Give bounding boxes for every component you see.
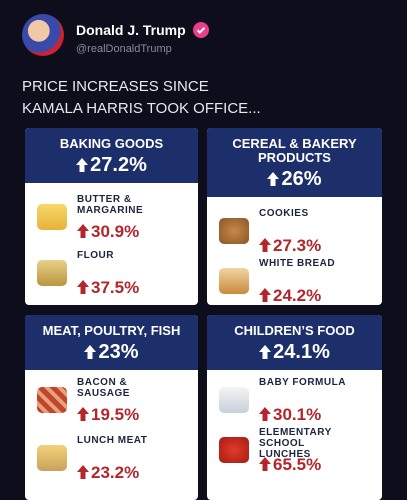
up-arrow bbox=[84, 345, 97, 359]
up-arrow bbox=[267, 172, 280, 186]
up-arrow bbox=[77, 280, 89, 294]
item-icon bbox=[219, 437, 249, 463]
author-handle[interactable]: @realDonaldTrump bbox=[76, 43, 172, 55]
item-change: 23.2% bbox=[77, 463, 139, 483]
item: COOKIES 27.3% bbox=[217, 208, 376, 256]
post-line: KAMALA HARRIS TOOK OFFICE... bbox=[22, 100, 261, 117]
item-change: 37.5% bbox=[77, 278, 139, 298]
item-icon bbox=[37, 387, 67, 413]
item-label: ELEMENTARY SCHOOL LUNCHES bbox=[259, 427, 332, 460]
card-total-change: 27.2% bbox=[33, 153, 190, 177]
card-header: BAKING GOODS 27.2% bbox=[25, 128, 198, 183]
post-line: PRICE INCREASES SINCE bbox=[22, 78, 209, 95]
item: LUNCH MEAT 23.2% bbox=[35, 435, 192, 483]
card-title: CEREAL & BAKERY PRODUCTS bbox=[232, 136, 357, 165]
up-arrow bbox=[259, 407, 271, 421]
up-arrow bbox=[77, 224, 89, 238]
up-arrow bbox=[259, 345, 272, 359]
up-arrow bbox=[259, 457, 271, 471]
item-change: 19.5% bbox=[77, 405, 139, 425]
item-label: COOKIES bbox=[259, 208, 309, 219]
item-icon bbox=[37, 445, 67, 471]
card-header: CEREAL & BAKERY PRODUCTS 26% bbox=[207, 128, 382, 197]
item: BUTTER & MARGARINE 30.9% bbox=[35, 194, 192, 242]
item-change: 24.2% bbox=[259, 286, 321, 305]
card-total-change: 26% bbox=[215, 167, 374, 191]
verified-badge bbox=[193, 22, 209, 38]
card-title: CHILDREN’S FOOD bbox=[234, 323, 355, 338]
avatar[interactable] bbox=[22, 14, 64, 56]
card-total-change: 23% bbox=[33, 340, 190, 364]
up-arrow bbox=[77, 465, 89, 479]
item-change: 27.3% bbox=[259, 236, 321, 256]
item-change: 30.9% bbox=[77, 222, 139, 242]
up-arrow bbox=[76, 158, 89, 172]
item-change: 30.1% bbox=[259, 405, 321, 425]
card-title: MEAT, POULTRY, FISH bbox=[42, 323, 181, 338]
item-label: BUTTER & MARGARINE bbox=[77, 194, 144, 216]
card: BAKING GOODS 27.2% BUTTER & MARGARINE 30.9%… bbox=[25, 128, 198, 305]
up-arrow bbox=[259, 288, 271, 302]
item-label: WHITE BREAD bbox=[259, 258, 336, 269]
up-arrow bbox=[259, 238, 271, 252]
item: WHITE BREAD 24.2% bbox=[217, 258, 376, 305]
card: CEREAL & BAKERY PRODUCTS 26% COOKIES 27.3% W… bbox=[207, 128, 382, 305]
item: BABY FORMULA 30.1% bbox=[217, 377, 376, 425]
item-icon bbox=[37, 204, 67, 230]
item-icon bbox=[219, 268, 249, 294]
item-icon bbox=[37, 260, 67, 286]
card-total-change: 24.1% bbox=[215, 340, 374, 364]
item-label: FLOUR bbox=[77, 250, 114, 261]
card-title: BAKING GOODS bbox=[59, 136, 164, 151]
item: FLOUR 37.5% bbox=[35, 250, 192, 298]
item-icon bbox=[219, 218, 249, 244]
card-header: MEAT, POULTRY, FISH 23% bbox=[25, 315, 198, 370]
item: BACON & SAUSAGE 19.5% bbox=[35, 377, 192, 425]
card: MEAT, POULTRY, FISH 23% BACON & SAUSAGE 19.… bbox=[25, 315, 198, 500]
item-change: 65.5% bbox=[259, 455, 321, 475]
item-icon bbox=[219, 387, 249, 413]
card-header: CHILDREN’S FOOD 24.1% bbox=[207, 315, 382, 370]
card: CHILDREN’S FOOD 24.1% BABY FORMULA 30.1% ELE… bbox=[207, 315, 382, 500]
up-arrow bbox=[77, 407, 89, 421]
item-label: LUNCH MEAT bbox=[77, 435, 148, 446]
item-label: BABY FORMULA bbox=[259, 377, 346, 388]
item-label: BACON & SAUSAGE bbox=[77, 377, 130, 399]
author-name[interactable]: Donald J. Trump bbox=[76, 22, 186, 38]
item: ELEMENTARY SCHOOL LUNCHES 65.5% bbox=[217, 427, 376, 475]
